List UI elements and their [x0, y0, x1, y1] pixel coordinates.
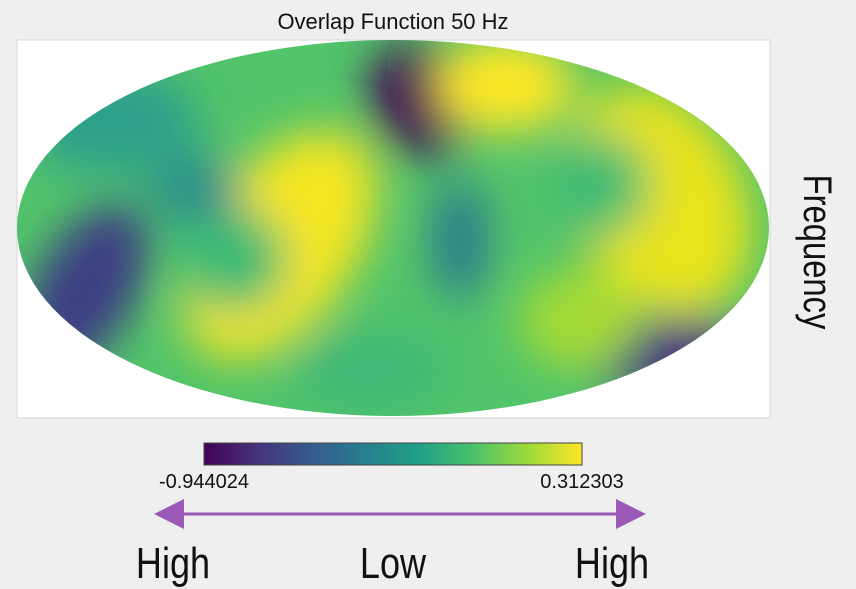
blob-yellow	[435, 40, 575, 133]
sky-map	[17, 40, 769, 416]
frequency-side-label: Frequency	[795, 175, 840, 331]
blob-green	[552, 133, 648, 237]
blob-teal	[432, 180, 488, 300]
blob-green	[183, 208, 287, 312]
colorbar-max-label: 0.312303	[540, 471, 623, 493]
center-low-label: Low	[360, 539, 427, 588]
blob-teal	[150, 155, 240, 225]
blob-lime	[520, 270, 640, 370]
sky-map-blobs	[20, 40, 769, 410]
blob-green	[290, 330, 450, 410]
chart-title: Overlap Function 50 Hz	[277, 9, 508, 34]
right-high-label: High	[575, 539, 649, 588]
colorbar	[203, 442, 583, 466]
colorbar-min-label: -0.944024	[159, 471, 249, 493]
left-high-label: High	[136, 539, 210, 588]
